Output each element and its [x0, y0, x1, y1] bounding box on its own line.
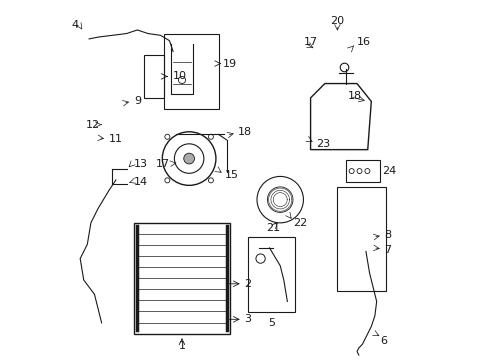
Text: 24: 24	[381, 166, 395, 176]
Text: 14: 14	[134, 177, 147, 187]
Text: 15: 15	[224, 170, 238, 180]
Text: 4: 4	[71, 19, 78, 30]
Text: 10: 10	[173, 71, 187, 81]
Text: 8: 8	[383, 230, 390, 240]
Circle shape	[183, 153, 194, 164]
Text: 23: 23	[315, 139, 329, 149]
Text: 9: 9	[134, 96, 141, 107]
Text: 2: 2	[244, 279, 251, 289]
Text: 17: 17	[155, 159, 169, 169]
Text: 22: 22	[292, 218, 306, 228]
Text: 12: 12	[85, 120, 100, 130]
Text: 20: 20	[329, 16, 344, 26]
Text: 11: 11	[108, 134, 122, 144]
Text: 16: 16	[356, 37, 370, 48]
Bar	[144, 55, 164, 98]
Bar	[164, 33, 219, 109]
Text: 3: 3	[244, 314, 251, 324]
Text: 18: 18	[237, 127, 251, 137]
Text: 21: 21	[265, 223, 280, 233]
Bar	[247, 237, 294, 312]
Text: 19: 19	[223, 59, 237, 68]
Bar	[337, 187, 385, 291]
Text: 6: 6	[380, 336, 386, 346]
Text: 7: 7	[383, 245, 390, 255]
Text: 5: 5	[267, 318, 274, 328]
Text: 1: 1	[178, 341, 185, 351]
Bar	[134, 223, 230, 334]
Text: 13: 13	[134, 159, 147, 169]
Text: 18: 18	[347, 91, 362, 101]
Bar	[346, 160, 380, 182]
Text: 17: 17	[303, 37, 317, 48]
